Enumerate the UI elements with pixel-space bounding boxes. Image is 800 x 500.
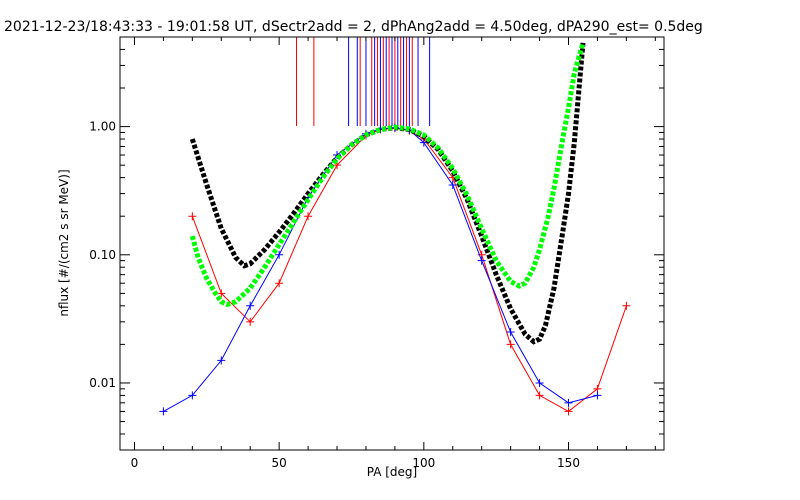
series-1-point-3 <box>246 301 255 310</box>
series-1-point-14 <box>506 327 515 336</box>
series-1-point-0 <box>159 407 168 416</box>
series-0-point-0 <box>188 212 197 221</box>
series-0-point-1 <box>217 289 226 298</box>
series-1-point-2 <box>217 356 226 365</box>
series-0-point-2 <box>246 317 255 326</box>
series-line-1 <box>163 127 598 412</box>
chart-title: 2021-12-23/18:43:33 - 19:01:58 UT, dSect… <box>4 19 703 35</box>
series-1-point-13 <box>477 256 486 265</box>
y-axis-label: nflux [#/(cm2 s sr MeV)] <box>57 169 71 316</box>
x-axis-label: PA [deg] <box>367 465 417 479</box>
x-tick-label-3: 150 <box>557 456 580 470</box>
series-0-point-15 <box>564 407 573 416</box>
x-tick-label-2: 100 <box>412 456 435 470</box>
series-1-point-15 <box>535 378 544 387</box>
fit-curve-0 <box>189 42 586 345</box>
series-1-point-17 <box>593 391 602 400</box>
series-0-point-14 <box>535 391 544 400</box>
series-line-0 <box>191 127 627 412</box>
series-1-point-4 <box>275 250 284 259</box>
series-1-point-1 <box>188 391 197 400</box>
y-tick-label-1: 0.10 <box>89 248 116 262</box>
series-0-point-3 <box>275 279 284 288</box>
fit-layer <box>189 42 586 345</box>
x-tick-label-1: 50 <box>272 456 287 470</box>
series-0-point-13 <box>506 340 515 349</box>
y-tick-label-2: 1.00 <box>89 120 116 134</box>
series-1-point-12 <box>448 181 457 190</box>
fit-curve-1 <box>189 42 586 308</box>
series-0-point-4 <box>304 212 313 221</box>
series-1-point-16 <box>564 398 573 407</box>
axis-layer: 0 50 100 150 0.01 0.10 1.00 <box>89 36 664 470</box>
plot-frame <box>119 36 665 451</box>
series-1-point-11 <box>419 138 428 147</box>
x-tick-label-0: 0 <box>131 456 139 470</box>
data-layer <box>159 37 631 416</box>
y-tick-label-0: 0.01 <box>89 376 116 390</box>
series-0-point-17 <box>622 301 631 310</box>
